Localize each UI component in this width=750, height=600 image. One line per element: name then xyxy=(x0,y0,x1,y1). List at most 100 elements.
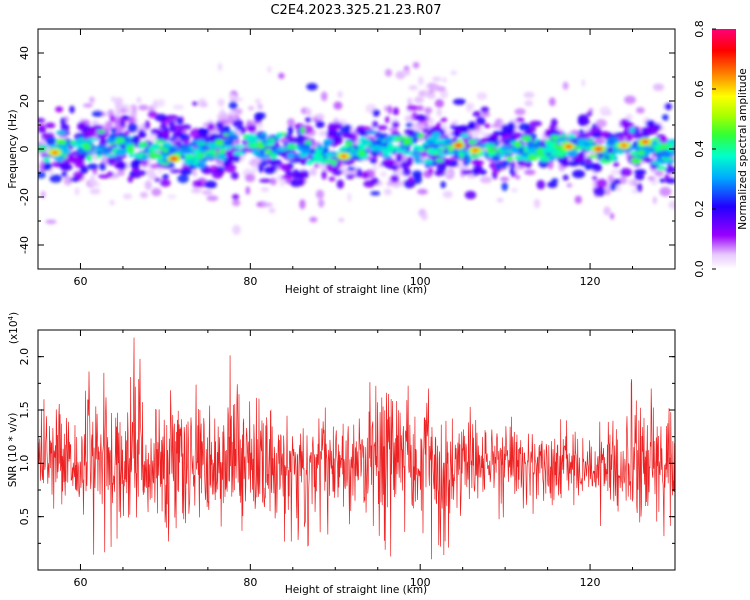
heatmap-cell xyxy=(232,194,240,200)
heatmap-cell xyxy=(333,101,343,110)
heatmap-cell xyxy=(566,183,573,188)
heatmap-cell xyxy=(479,143,487,148)
heatmap-cell xyxy=(99,162,106,171)
heatmap-cell xyxy=(149,163,161,169)
heatmap-cell xyxy=(320,91,328,102)
heatmap-cell xyxy=(336,179,344,189)
heatmap-cell xyxy=(269,152,278,160)
heatmap-cell xyxy=(372,120,378,128)
heatmap-ytick-label: 40 xyxy=(18,46,31,60)
heatmap-cell xyxy=(322,158,333,164)
heatmap-cell xyxy=(400,161,410,170)
heatmap-cell xyxy=(356,167,362,178)
heatmap-cell xyxy=(380,171,387,178)
heatmap-cell xyxy=(154,139,166,144)
heatmap-cell xyxy=(161,130,170,139)
colorbar-tick-label: 0.4 xyxy=(693,140,706,158)
heatmap-cell xyxy=(75,134,85,139)
heatmap-cell xyxy=(259,134,267,141)
heatmap-cell xyxy=(383,188,392,196)
heatmap-cell xyxy=(512,132,523,139)
heatmap-cell xyxy=(434,99,444,108)
heatmap-cell xyxy=(216,121,224,132)
snr-ytick-label: 2.0 xyxy=(18,348,31,366)
heatmap-cell xyxy=(445,151,457,156)
heatmap-cell xyxy=(147,110,158,119)
heatmap-cell xyxy=(86,157,93,162)
heatmap-cell xyxy=(313,162,320,169)
heatmap-cell xyxy=(560,158,570,168)
heatmap-cell xyxy=(249,157,261,168)
heatmap-cell xyxy=(326,131,338,136)
heatmap-cell xyxy=(87,163,99,170)
heatmap-cell xyxy=(321,170,327,180)
heatmap-xlabel: Height of straight line (km) xyxy=(285,284,427,296)
heatmap-cell xyxy=(63,175,73,186)
heatmap-ytick-label: 20 xyxy=(18,94,31,108)
heatmap-cell xyxy=(595,119,607,128)
heatmap-xtick-label: 120 xyxy=(580,275,601,288)
heatmap-cell xyxy=(592,175,598,181)
heatmap-cell xyxy=(99,146,111,151)
heatmap-cell xyxy=(634,169,647,176)
heatmap-cell xyxy=(396,151,402,160)
heatmap-cell xyxy=(600,130,609,138)
heatmap-cell xyxy=(515,175,521,180)
heatmap-cell xyxy=(518,123,530,131)
heatmap-cell xyxy=(156,98,166,108)
heatmap-cell xyxy=(442,77,447,83)
heatmap-cell xyxy=(521,135,532,142)
heatmap-cell xyxy=(68,151,79,156)
heatmap-cell xyxy=(427,135,438,142)
heatmap-cell xyxy=(267,137,276,142)
heatmap-cell xyxy=(609,153,615,160)
heatmap-cell xyxy=(54,155,65,162)
heatmap-cell xyxy=(395,137,403,141)
heatmap-cell xyxy=(473,163,483,174)
heatmap-cell xyxy=(412,139,418,144)
heatmap-cell xyxy=(628,178,635,186)
heatmap-cell xyxy=(498,151,505,159)
heatmap-cell xyxy=(227,135,240,140)
heatmap-cell xyxy=(91,119,100,127)
colorbar-tick-label: 0.8 xyxy=(693,20,706,38)
heatmap-cell xyxy=(85,150,98,154)
snr-multiplier-label: (x104) xyxy=(7,312,20,344)
heatmap-cell xyxy=(89,188,101,195)
heatmap-cell xyxy=(468,155,479,159)
heatmap-cell xyxy=(348,149,358,156)
heatmap-cell xyxy=(483,123,491,129)
heatmap-cell xyxy=(514,141,522,148)
heatmap-cell xyxy=(287,136,298,144)
heatmap-cell xyxy=(370,158,376,164)
heatmap-cell xyxy=(528,142,540,148)
heatmap-cell xyxy=(112,144,118,148)
heatmap-cell xyxy=(480,106,490,113)
heatmap-cell xyxy=(552,144,563,149)
heatmap-cell xyxy=(141,159,149,166)
heatmap-cell xyxy=(252,149,261,156)
heatmap-cell xyxy=(159,179,171,187)
heatmap-cell xyxy=(616,150,625,155)
snr-ticks: 60 80 100 120 0.5 1.0 1.5 2.0 xyxy=(18,329,676,589)
heatmap-cell xyxy=(452,98,466,106)
heatmap-cell xyxy=(590,142,597,146)
heatmap-cell xyxy=(377,146,388,151)
colorbar-label: Normalized spectral amplitude xyxy=(737,68,749,229)
heatmap-cell xyxy=(481,111,491,117)
heatmap-cell xyxy=(436,108,442,117)
heatmap-cell xyxy=(636,107,645,114)
heatmap-cell xyxy=(524,100,534,107)
heatmap-cell xyxy=(228,101,238,110)
heatmap-cell xyxy=(578,117,590,127)
heatmap-cell xyxy=(291,169,301,179)
heatmap-cell xyxy=(551,140,558,145)
heatmap-cell xyxy=(257,115,263,121)
heatmap-cell xyxy=(287,152,295,160)
heatmap-cell xyxy=(187,142,199,147)
heatmap-cell xyxy=(207,149,218,154)
heatmap-cell xyxy=(652,83,665,91)
heatmap-cell xyxy=(264,148,274,155)
snr-ylabel: SNR (10 * v/v) xyxy=(7,413,19,488)
heatmap-cell xyxy=(644,125,658,135)
